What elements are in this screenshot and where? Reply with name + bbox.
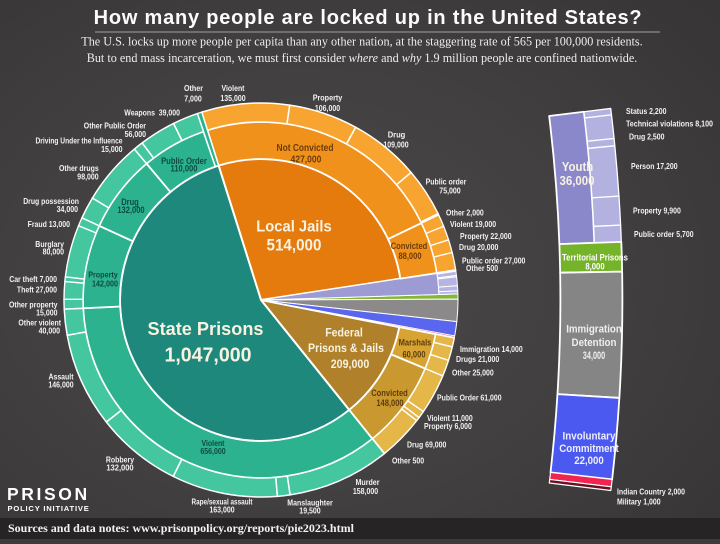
svg-text:Other: Other bbox=[184, 84, 204, 93]
svg-text:36,000: 36,000 bbox=[560, 173, 595, 188]
svg-text:Prisons & Jails: Prisons & Jails bbox=[308, 341, 384, 355]
svg-text:Property 9,900: Property 9,900 bbox=[633, 207, 681, 216]
svg-text:158,000: 158,000 bbox=[353, 487, 379, 496]
svg-text:98,000: 98,000 bbox=[77, 172, 99, 181]
svg-text:22,000: 22,000 bbox=[574, 455, 604, 467]
svg-text:Violent 19,000: Violent 19,000 bbox=[450, 220, 496, 229]
svg-text:Territorial Prisons: Territorial Prisons bbox=[562, 253, 628, 263]
svg-text:Violent: Violent bbox=[222, 84, 245, 93]
svg-text:Federal: Federal bbox=[325, 326, 363, 340]
svg-text:209,000: 209,000 bbox=[331, 357, 370, 371]
svg-text:Robbery: Robbery bbox=[106, 456, 135, 465]
svg-text:106,000: 106,000 bbox=[315, 104, 341, 113]
svg-text:Detention: Detention bbox=[572, 337, 617, 349]
svg-text:Convicted: Convicted bbox=[391, 241, 428, 251]
svg-text:15,000: 15,000 bbox=[101, 145, 123, 154]
svg-text:Drug: Drug bbox=[121, 197, 139, 207]
svg-text:Assault: Assault bbox=[48, 373, 73, 382]
svg-text:Indian Country 2,000: Indian Country 2,000 bbox=[617, 488, 685, 497]
svg-text:56,000: 56,000 bbox=[125, 130, 147, 139]
svg-text:Person 17,200: Person 17,200 bbox=[631, 162, 678, 171]
svg-text:88,000: 88,000 bbox=[398, 251, 421, 261]
svg-text:163,000: 163,000 bbox=[209, 506, 235, 515]
svg-text:109,000: 109,000 bbox=[383, 140, 409, 149]
svg-text:Other 500: Other 500 bbox=[466, 264, 498, 273]
svg-text:Manslaughter: Manslaughter bbox=[287, 499, 333, 508]
svg-text:34,000: 34,000 bbox=[583, 350, 605, 362]
svg-text:19,500: 19,500 bbox=[299, 507, 321, 516]
svg-text:Other property: Other property bbox=[9, 301, 58, 310]
svg-text:514,000: 514,000 bbox=[267, 237, 322, 255]
svg-text:Public order 5,700: Public order 5,700 bbox=[634, 230, 694, 239]
svg-text:Drug 2,500: Drug 2,500 bbox=[629, 133, 665, 142]
svg-text:132,000: 132,000 bbox=[117, 205, 144, 215]
svg-text:Marshals: Marshals bbox=[399, 338, 432, 348]
svg-text:Local Jails: Local Jails bbox=[256, 219, 331, 236]
svg-text:Youth: Youth bbox=[562, 159, 594, 174]
svg-text:Drug 69,000: Drug 69,000 bbox=[407, 441, 447, 450]
svg-text:Public order 27,000: Public order 27,000 bbox=[462, 257, 526, 266]
svg-text:Commitment: Commitment bbox=[559, 443, 619, 455]
svg-text:Drug possession: Drug possession bbox=[23, 197, 79, 206]
svg-text:148,000: 148,000 bbox=[376, 398, 403, 408]
svg-text:Property: Property bbox=[313, 94, 343, 103]
svg-text:Other drugs: Other drugs bbox=[59, 164, 99, 173]
svg-text:Car theft 7,000: Car theft 7,000 bbox=[9, 275, 57, 284]
svg-text:Other 25,000: Other 25,000 bbox=[452, 369, 494, 378]
svg-text:34,000: 34,000 bbox=[57, 205, 79, 214]
svg-text:110,000: 110,000 bbox=[171, 164, 198, 174]
svg-text:Public Order 61,000: Public Order 61,000 bbox=[437, 394, 502, 403]
svg-text:40,000: 40,000 bbox=[39, 327, 61, 336]
svg-text:Sources and data notes: www.pr: Sources and data notes: www.prisonpolicy… bbox=[8, 521, 355, 535]
svg-text:8,000: 8,000 bbox=[585, 262, 604, 272]
svg-text:Property 6,000: Property 6,000 bbox=[424, 422, 472, 431]
svg-text:Other violent: Other violent bbox=[18, 319, 61, 328]
svg-text:Drugs 21,000: Drugs 21,000 bbox=[456, 355, 500, 364]
svg-text:146,000: 146,000 bbox=[48, 381, 74, 390]
svg-text:60,000: 60,000 bbox=[402, 350, 425, 360]
svg-text:POLICY INITIATIVE: POLICY INITIATIVE bbox=[8, 504, 90, 513]
svg-text:The U.S. locks up more people: The U.S. locks up more people per capita… bbox=[81, 35, 642, 49]
svg-text:Violent: Violent bbox=[202, 439, 225, 448]
svg-text:Other 2,000: Other 2,000 bbox=[446, 209, 484, 218]
svg-text:How many people are locked up: How many people are locked up in the Uni… bbox=[94, 7, 643, 29]
svg-text:Public order: Public order bbox=[426, 178, 467, 187]
svg-text:Drug 20,000: Drug 20,000 bbox=[459, 243, 499, 252]
svg-text:Involuntary: Involuntary bbox=[563, 431, 617, 443]
svg-text:State Prisons: State Prisons bbox=[148, 319, 264, 339]
svg-text:But to end mass incarceration,: But to end mass incarceration, we must f… bbox=[87, 51, 638, 65]
svg-text:80,000: 80,000 bbox=[43, 248, 65, 257]
svg-text:15,000: 15,000 bbox=[36, 308, 58, 317]
svg-text:Immigration: Immigration bbox=[566, 324, 622, 336]
svg-text:Technical violations 8,100: Technical violations 8,100 bbox=[626, 120, 713, 129]
svg-text:PRISON: PRISON bbox=[7, 484, 90, 504]
svg-text:1,047,000: 1,047,000 bbox=[165, 345, 252, 367]
svg-text:Weapons 39,000: Weapons 39,000 bbox=[124, 109, 180, 118]
svg-text:132,000: 132,000 bbox=[106, 464, 134, 473]
svg-text:Military 1,000: Military 1,000 bbox=[617, 498, 661, 507]
svg-text:75,000: 75,000 bbox=[439, 186, 461, 195]
svg-text:135,000: 135,000 bbox=[220, 94, 246, 103]
svg-text:Rape/sexual assault: Rape/sexual assault bbox=[192, 498, 253, 507]
svg-text:Fraud 13,000: Fraud 13,000 bbox=[28, 220, 71, 229]
svg-text:Burglary: Burglary bbox=[35, 240, 64, 249]
svg-text:Theft 27,000: Theft 27,000 bbox=[17, 286, 57, 295]
svg-text:Driving Under the Influence: Driving Under the Influence bbox=[36, 137, 123, 146]
svg-text:Public Order: Public Order bbox=[161, 156, 207, 166]
svg-text:142,000: 142,000 bbox=[92, 279, 118, 289]
svg-text:Status 2,200: Status 2,200 bbox=[626, 107, 667, 116]
svg-text:7,000: 7,000 bbox=[184, 94, 202, 103]
svg-text:427,000: 427,000 bbox=[291, 155, 322, 166]
svg-text:Property 22,000: Property 22,000 bbox=[460, 232, 512, 241]
svg-text:Drug: Drug bbox=[388, 130, 406, 139]
svg-text:Murder: Murder bbox=[356, 478, 381, 487]
svg-text:Immigration 14,000: Immigration 14,000 bbox=[460, 345, 523, 354]
svg-text:656,000: 656,000 bbox=[200, 447, 226, 456]
svg-text:Property: Property bbox=[88, 270, 118, 280]
svg-text:Violent 11,000: Violent 11,000 bbox=[427, 414, 473, 423]
svg-text:Other Public Order: Other Public Order bbox=[84, 122, 147, 131]
svg-text:Other 500: Other 500 bbox=[392, 457, 424, 466]
svg-text:Convicted: Convicted bbox=[371, 388, 408, 398]
svg-text:Not Convicted: Not Convicted bbox=[277, 143, 334, 154]
